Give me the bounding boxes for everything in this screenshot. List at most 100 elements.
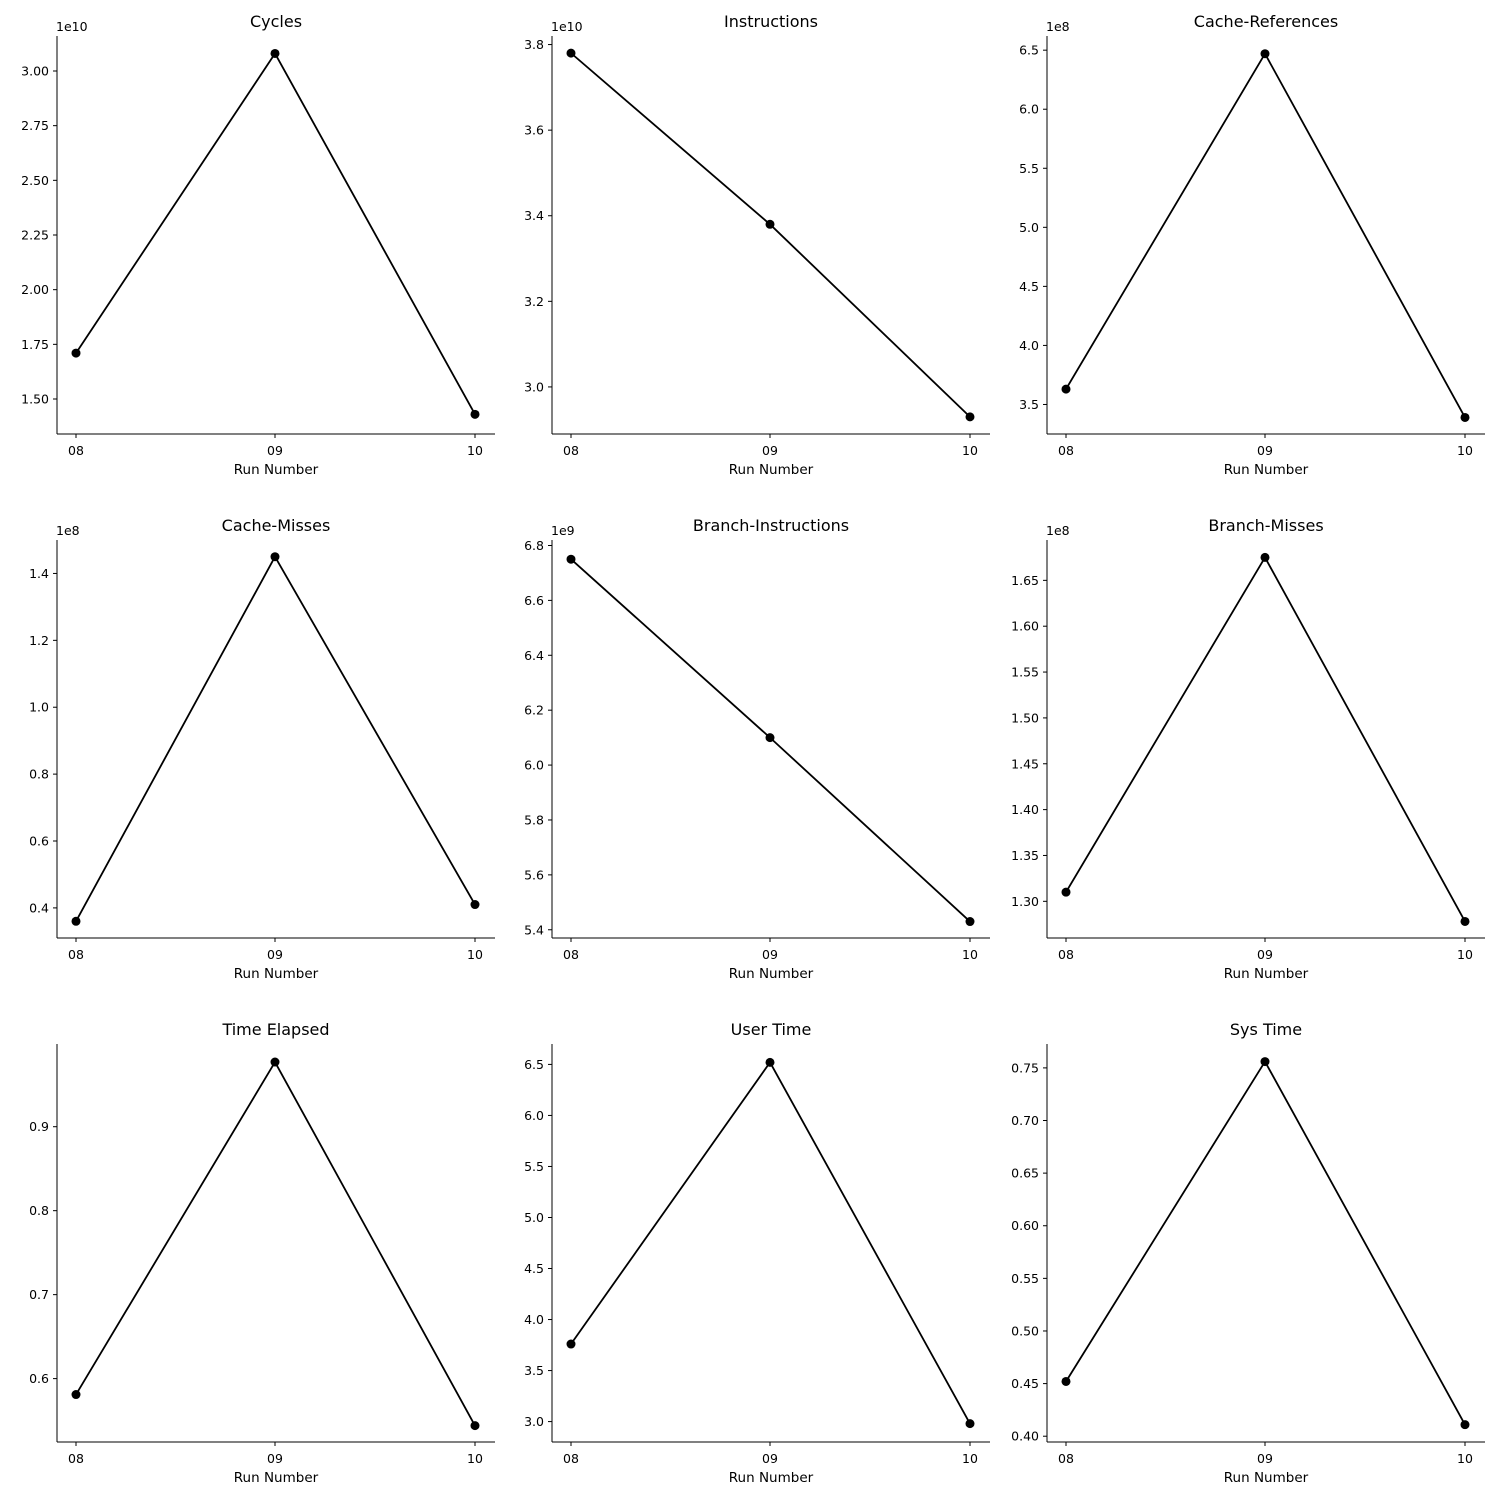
y-tick-label: 0.70 [1011,1113,1039,1128]
y-tick-label: 0.8 [29,767,49,782]
y-tick-label: 0.75 [1011,1060,1039,1075]
y-tick-label: 0.55 [1011,1271,1039,1286]
y-tick-label: 1.0 [29,700,49,715]
y-tick-label: 1.50 [1011,710,1039,725]
chart-panel-1: Cycles 1e10 1.50 1.75 2.00 2.25 2.50 2.75 3.00 08… [0,0,500,504]
y-tick-label: 1.4 [29,566,49,581]
y-tick-label: 2.75 [21,118,49,133]
y-tick-label: 5.4 [524,922,544,937]
x-tick-label: 09 [267,1451,283,1466]
chart-svg: Sys Time 0.40 0.45 0.50 0.55 0.60 0.65 0.70 0.75… [1011,1020,1485,1486]
chart-panel-3: Cache-References 1e8 3.5 4.0 4.5 5.0 5.5 6.0 6.5… [990,0,1490,504]
data-point [566,1339,576,1349]
chart-panel-7: Time Elapsed 0.6 0.7 0.8 0.9 08 09 10 Run Number [0,1008,500,1512]
data-point [1460,412,1470,422]
data-point [1460,1420,1470,1430]
y-tick-label: 6.0 [524,758,544,773]
chart-svg: Cache-Misses 1e8 0.4 0.6 0.8 1.0 1.2 1.4 08 09 10 R… [29,516,495,982]
x-tick-label: 09 [762,443,778,458]
y-tick-label: 6.0 [524,1108,544,1123]
chart-title: Sys Time [1230,1020,1302,1039]
x-tick-label: 09 [1257,443,1273,458]
y-tick-label: 4.0 [1019,338,1039,353]
chart-svg: Cache-References 1e8 3.5 4.0 4.5 5.0 5.5 6.0 6.5… [1019,12,1485,478]
data-point [470,1421,480,1431]
chart-title: Cache-Misses [222,516,331,535]
y-tick-label: 6.5 [524,1057,544,1072]
y-tick-label: 0.6 [29,1371,49,1386]
y-tick-label: 3.0 [524,1414,544,1429]
data-point [270,48,280,58]
series-line [1065,1060,1466,1426]
chart-panel-2: Instructions 1e10 3.0 3.2 3.4 3.6 3.8 08 09 10 Run… [495,0,995,504]
series-line [1065,556,1466,922]
y-tick-label: 4.0 [524,1312,544,1327]
y-offset-label: 1e10 [551,19,583,34]
chart-svg: Cycles 1e10 1.50 1.75 2.00 2.25 2.50 2.75 3.00 08… [21,12,495,478]
y-tick-label: 6.0 [1019,102,1039,117]
data-point [1260,552,1270,562]
y-tick-label: 3.6 [524,123,544,138]
x-tick-label: 10 [962,1451,978,1466]
x-axis-label: Run Number [1224,462,1309,478]
x-tick-label: 09 [762,947,778,962]
chart-svg: Branch-Instructions 1e9 5.4 5.6 5.8 6.0 6.2 6.4… [524,516,990,982]
data-point [71,916,81,926]
x-axis-label: Run Number [1224,1470,1309,1486]
x-tick-label: 09 [267,947,283,962]
y-offset-label: 1e9 [551,523,575,538]
y-offset-label: 1e8 [1046,523,1070,538]
chart-svg: Branch-Misses 1e8 1.30 1.35 1.40 1.45 1.50 1.55… [1011,516,1485,982]
chart-panel-8: User Time 3.0 3.5 4.0 4.5 5.0 5.5 6.0 6.5 08 09 10 R… [495,1008,995,1512]
y-tick-label: 2.25 [21,228,49,243]
x-tick-label: 08 [563,443,579,458]
chart-title: Cycles [250,12,302,31]
data-point [765,733,775,743]
x-tick-label: 09 [1257,1451,1273,1466]
x-axis-label: Run Number [1224,966,1309,982]
data-point [1061,1376,1071,1386]
x-tick-label: 08 [563,947,579,962]
data-point [965,412,975,422]
data-point [1460,916,1470,926]
data-point [1061,384,1071,394]
x-tick-label: 10 [1457,443,1473,458]
x-tick-label: 08 [1058,1451,1074,1466]
chart-panel-9: Sys Time 0.40 0.45 0.50 0.55 0.60 0.65 0.70 0.75… [990,1008,1490,1512]
y-tick-label: 1.65 [1011,573,1039,588]
series-line [75,1061,476,1427]
y-tick-label: 2.00 [21,282,49,297]
data-point [71,348,81,358]
data-point [470,900,480,910]
x-axis-label: Run Number [234,966,319,982]
y-tick-label: 4.5 [524,1261,544,1276]
y-tick-label: 2.50 [21,173,49,188]
x-tick-label: 10 [1457,1451,1473,1466]
y-tick-label: 0.6 [29,834,49,849]
series-line [75,555,476,922]
y-tick-label: 0.50 [1011,1323,1039,1338]
x-tick-label: 09 [267,443,283,458]
data-point [965,1419,975,1429]
x-tick-label: 10 [467,947,483,962]
data-point [270,552,280,562]
x-axis-label: Run Number [729,462,814,478]
data-point [965,917,975,927]
x-tick-label: 10 [467,443,483,458]
x-axis-label: Run Number [234,1470,319,1486]
y-tick-label: 3.4 [524,208,544,223]
y-tick-label: 6.4 [524,648,544,663]
y-tick-label: 1.60 [1011,619,1039,634]
y-tick-label: 1.55 [1011,665,1039,680]
y-tick-label: 5.5 [524,1159,544,1174]
x-tick-label: 08 [68,443,84,458]
data-point [1061,887,1071,897]
y-tick-label: 0.8 [29,1203,49,1218]
chart-title: User Time [731,1020,812,1039]
y-tick-label: 5.0 [524,1210,544,1225]
chart-svg: Time Elapsed 0.6 0.7 0.8 0.9 08 09 10 Run Number [29,1020,495,1486]
x-tick-label: 08 [1058,947,1074,962]
y-tick-label: 1.50 [21,392,49,407]
y-tick-label: 1.40 [1011,802,1039,817]
x-tick-label: 08 [68,947,84,962]
